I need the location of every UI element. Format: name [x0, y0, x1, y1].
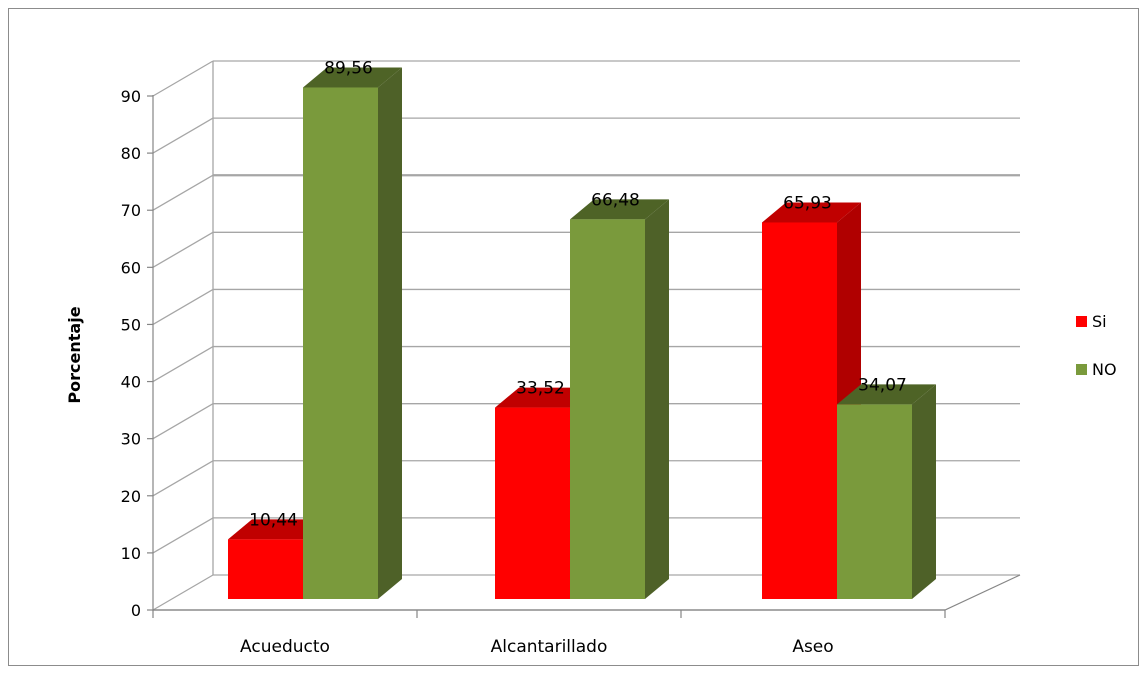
- x-tick-label-alcantarillado: Alcantarillado: [491, 637, 608, 657]
- y-tick-label-90: 90: [121, 87, 141, 106]
- y-tick-label-80: 80: [121, 144, 141, 163]
- data-label-si-alcantarillado: 33,52: [516, 379, 565, 399]
- gridline-diag-20: [152, 460, 214, 497]
- legend-label-no: NO: [1092, 360, 1117, 379]
- axes: 0 10 20 30 40 50 60 70 80 90 Acueducto Alcantarilla…: [121, 87, 1021, 657]
- bar-no-aseo: [837, 384, 936, 599]
- data-label-no-acueducto: 89,56: [324, 59, 373, 79]
- gridline-diag-40: [152, 345, 214, 383]
- bar-no-acueducto: [303, 67, 402, 600]
- y-tick-label-40: 40: [121, 373, 141, 392]
- bar-top: [570, 199, 669, 220]
- gridline-diag-50: [152, 288, 214, 326]
- legend-label-si: Si: [1092, 312, 1107, 331]
- bar-front: [762, 222, 837, 600]
- legend: Si NO: [1076, 312, 1117, 379]
- y-tick-label-20: 20: [121, 487, 141, 506]
- y-tick-label-10: 10: [121, 544, 141, 563]
- data-label-no-aseo: 34,07: [858, 375, 907, 395]
- bar-front: [228, 539, 303, 599]
- y-tick-label-0: 0: [131, 601, 141, 620]
- bar-no-alcantarillado: [570, 199, 669, 600]
- data-label-si-acueducto: 10,44: [249, 510, 298, 530]
- bar-top: [303, 67, 402, 88]
- bar-top: [762, 202, 861, 223]
- gridline-diag-60: [152, 231, 214, 268]
- y-tick-label-60: 60: [121, 258, 141, 277]
- data-label-si-aseo: 65,93: [783, 193, 832, 213]
- legend-swatch-si: [1076, 316, 1087, 327]
- bar-front: [570, 219, 645, 600]
- bar-top: [837, 384, 936, 405]
- bars: [228, 67, 936, 600]
- bar-top: [495, 387, 594, 408]
- y-tick-label-30: 30: [121, 430, 141, 449]
- legend-swatch-no: [1076, 364, 1087, 375]
- y-axis-title: Porcentaje: [65, 306, 84, 403]
- gridline-diag-30: [152, 403, 214, 440]
- data-label-no-alcantarillado: 66,48: [591, 190, 640, 210]
- bar-front: [495, 407, 570, 599]
- gridline-diag-10: [152, 517, 214, 554]
- bar-side: [912, 384, 936, 599]
- bar-front: [303, 87, 378, 600]
- x-tick-label-aseo: Aseo: [792, 637, 833, 657]
- gridline-diag-70: [152, 174, 214, 211]
- gridline-diag-80: [152, 117, 214, 154]
- bar-side: [378, 67, 402, 600]
- gridline-diag-90: [152, 60, 214, 97]
- y-tick-label-70: 70: [121, 201, 141, 220]
- y-tick-label-50: 50: [121, 315, 141, 334]
- bar-front: [837, 404, 912, 599]
- gridline-diag-0: [152, 574, 214, 611]
- data-labels: 10,44 33,52 65,93 89,56 66,48 34,07: [249, 59, 907, 531]
- bar-top: [228, 519, 327, 540]
- x-tick-label-acueducto: Acueducto: [240, 637, 330, 657]
- bar-side: [645, 199, 669, 600]
